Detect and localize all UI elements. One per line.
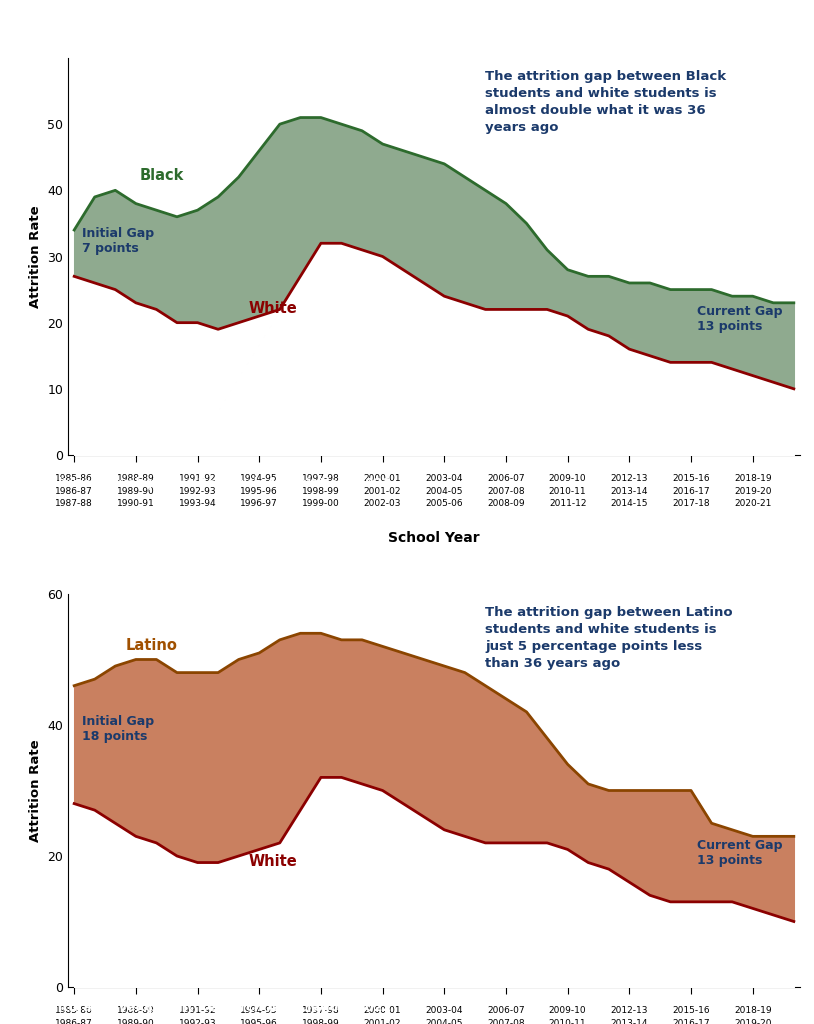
- Text: 2010-11: 2010-11: [549, 1019, 586, 1024]
- Text: 2007-08: 2007-08: [487, 487, 525, 496]
- Text: 1998-99: 1998-99: [302, 1019, 339, 1024]
- Text: 2016-17: 2016-17: [672, 487, 710, 496]
- Text: 2004-05: 2004-05: [426, 1019, 463, 1024]
- Text: 2000-01: 2000-01: [364, 1007, 401, 1016]
- Text: 1991-92: 1991-92: [179, 1007, 217, 1016]
- Y-axis label: Attrition Rate: Attrition Rate: [28, 205, 42, 308]
- Text: 2019-20: 2019-20: [734, 1019, 772, 1024]
- Text: 2017-18: 2017-18: [672, 500, 710, 509]
- Text: 1997-98: 1997-98: [302, 1007, 339, 1016]
- Text: Trend in Latino-White Attrition Rates: Trend in Latino-White Attrition Rates: [11, 550, 653, 581]
- Text: 1992-93: 1992-93: [179, 487, 217, 496]
- Text: Black: Black: [140, 168, 184, 183]
- Text: 2010-11: 2010-11: [549, 487, 586, 496]
- Text: Initial Gap
7 points: Initial Gap 7 points: [82, 226, 155, 255]
- Text: White: White: [249, 301, 298, 315]
- Text: 2014-15: 2014-15: [610, 500, 648, 509]
- Text: The attrition gap between Latino
students and white students is
just 5 percentag: The attrition gap between Latino student…: [485, 606, 733, 670]
- Text: 2012-13: 2012-13: [610, 1007, 648, 1016]
- Text: 2011-12: 2011-12: [549, 500, 586, 509]
- Text: 1985-86: 1985-86: [55, 474, 93, 483]
- Text: 1988-89: 1988-89: [117, 1007, 155, 1016]
- Text: 2006-07: 2006-07: [487, 474, 525, 483]
- Text: 1994-95: 1994-95: [240, 474, 278, 483]
- Text: 2012-13: 2012-13: [610, 474, 648, 483]
- Text: 2004-05: 2004-05: [426, 487, 463, 496]
- Text: Current Gap
13 points: Current Gap 13 points: [698, 839, 783, 866]
- Text: White: White: [249, 854, 298, 868]
- Text: 1987-88: 1987-88: [55, 500, 93, 509]
- Text: 2005-06: 2005-06: [426, 500, 463, 509]
- Text: 1995-96: 1995-96: [240, 487, 278, 496]
- Text: 2013-14: 2013-14: [610, 487, 648, 496]
- Text: 1989-90: 1989-90: [117, 1019, 155, 1024]
- Text: 1988-89: 1988-89: [117, 474, 155, 483]
- Text: 2016-17: 2016-17: [672, 1019, 710, 1024]
- Text: 1992-93: 1992-93: [179, 1019, 217, 1024]
- Text: 2002-03: 2002-03: [364, 500, 401, 509]
- Text: Trend in Black-White Attrition Rates: Trend in Black-White Attrition Rates: [11, 13, 638, 44]
- Text: 1986-87: 1986-87: [55, 487, 93, 496]
- Text: The attrition gap between Black
students and white students is
almost double wha: The attrition gap between Black students…: [485, 70, 726, 134]
- Text: Initial Gap
18 points: Initial Gap 18 points: [82, 715, 155, 743]
- Text: 1994-95: 1994-95: [240, 1007, 278, 1016]
- Text: 1995-96: 1995-96: [240, 1019, 278, 1024]
- Text: 2009-10: 2009-10: [549, 474, 586, 483]
- Text: 1998-99: 1998-99: [302, 487, 339, 496]
- Text: 2015-16: 2015-16: [672, 474, 710, 483]
- Text: 1990-91: 1990-91: [117, 500, 155, 509]
- Text: 2000-01: 2000-01: [364, 474, 401, 483]
- Text: Latino: Latino: [125, 638, 177, 652]
- Text: 2007-08: 2007-08: [487, 1019, 525, 1024]
- Y-axis label: Attrition Rate: Attrition Rate: [28, 739, 42, 842]
- Text: 2018-19: 2018-19: [734, 1007, 772, 1016]
- X-axis label: School Year: School Year: [388, 530, 479, 545]
- Text: 2001-02: 2001-02: [364, 1019, 401, 1024]
- Text: 1985-86: 1985-86: [55, 1007, 93, 1016]
- Text: 2015-16: 2015-16: [672, 1007, 710, 1016]
- Text: 1993-94: 1993-94: [179, 500, 217, 509]
- Text: 1989-90: 1989-90: [117, 487, 155, 496]
- Text: 2001-02: 2001-02: [364, 487, 401, 496]
- Text: 2003-04: 2003-04: [426, 1007, 463, 1016]
- Text: Current Gap
13 points: Current Gap 13 points: [698, 305, 783, 334]
- Text: 2020-21: 2020-21: [734, 500, 772, 509]
- Text: Intercultural Development Research Association, 2022: Intercultural Development Research Assoc…: [8, 477, 392, 490]
- Text: 1999-00: 1999-00: [302, 500, 339, 509]
- Text: 2013-14: 2013-14: [610, 1019, 648, 1024]
- Text: 2009-10: 2009-10: [549, 1007, 586, 1016]
- Text: 2018-19: 2018-19: [734, 474, 772, 483]
- Text: 2003-04: 2003-04: [426, 474, 463, 483]
- Text: 2006-07: 2006-07: [487, 1007, 525, 1016]
- Text: 1986-87: 1986-87: [55, 1019, 93, 1024]
- Text: Intercultural Development Research Association, 2022: Intercultural Development Research Assoc…: [8, 1000, 392, 1014]
- Text: 1991-92: 1991-92: [179, 474, 217, 483]
- Text: 1996-97: 1996-97: [240, 500, 278, 509]
- Text: 2019-20: 2019-20: [734, 487, 772, 496]
- Text: 2008-09: 2008-09: [487, 500, 525, 509]
- Text: 1997-98: 1997-98: [302, 474, 339, 483]
